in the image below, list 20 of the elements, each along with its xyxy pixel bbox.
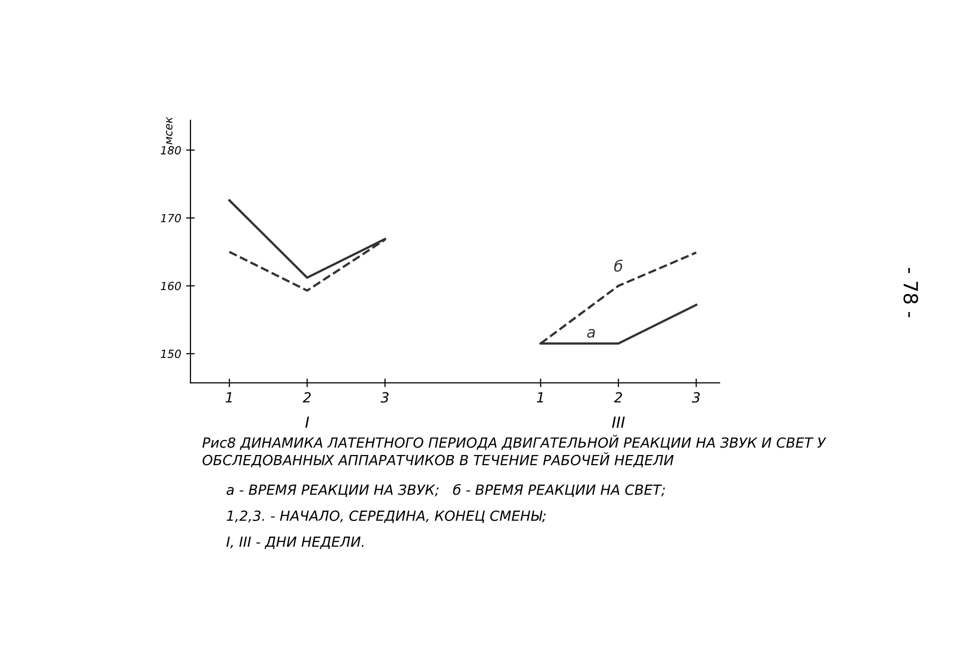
y-tick-label: 150 bbox=[160, 350, 181, 358]
x-tick-label: 2 bbox=[302, 392, 311, 402]
x-tick-label: 2 bbox=[614, 392, 622, 402]
text: III bbox=[612, 416, 625, 428]
text: 1,2,3. - НАЧАЛО, СЕРЕДИНА, КОНЕЦ СМЕНЫ; bbox=[226, 510, 546, 523]
y-tick-label: 170 bbox=[160, 214, 181, 222]
y-axis-title: мсек bbox=[166, 116, 172, 144]
x-tick-label: 3 bbox=[380, 392, 389, 403]
x-tick-label: 1 bbox=[226, 392, 232, 402]
y-tick-label: 180 bbox=[160, 146, 181, 154]
series-label: б bbox=[614, 260, 623, 272]
text: а - ВРЕМЯ РЕАКЦИИ НА ЗВУК; б - ВРЕМЯ РЕАКЦИИ НА СВЕТ; bbox=[226, 484, 665, 497]
text: Рис8 ДИНАМИКА ЛАТЕНТНОГО ПЕРИОДА ДВИГАТЕЛЬНОЙ РЕАКЦИИ НА ЗВУК И СВЕТ У ОБСЛЕДОВАННЫХ АППАРАТЧИКОВ В ТЕЧЕНИЕ РАБОЧЕЙ НЕДЕЛИ bbox=[202, 434, 826, 468]
text: I, III - ДНИ НЕДЕЛИ. bbox=[226, 536, 364, 549]
y-tick-label: 160 bbox=[160, 282, 181, 290]
x-tick-label: 3 bbox=[692, 392, 700, 403]
text: - 78 - bbox=[903, 268, 918, 318]
series-label: а bbox=[587, 328, 595, 338]
x-tick-label: 1 bbox=[536, 392, 543, 402]
text: I bbox=[305, 416, 310, 428]
